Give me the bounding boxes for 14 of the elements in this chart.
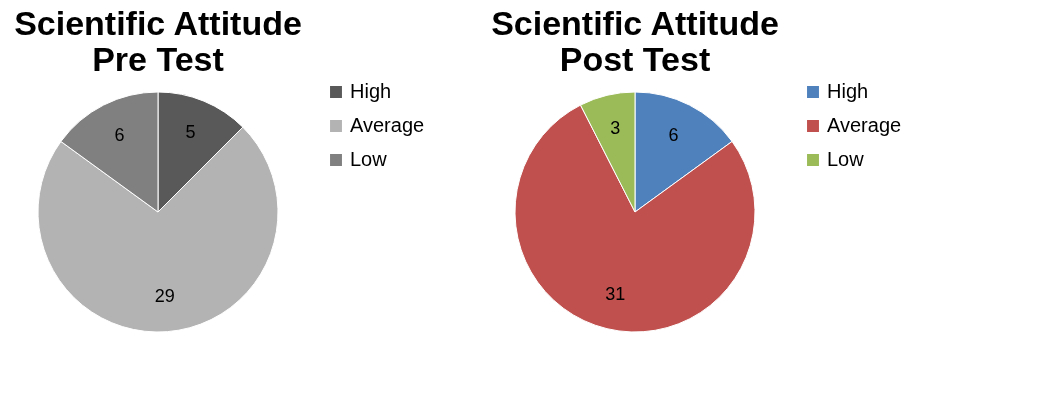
legend-label: Average [827, 114, 902, 136]
data-label: 6 [114, 125, 125, 146]
legend-label: Low [827, 148, 865, 170]
data-label: 6 [668, 125, 679, 146]
data-label: 29 [154, 285, 175, 306]
data-label: 5 [185, 122, 196, 143]
legend-label: Low [350, 148, 388, 170]
chart-title: Scientific Attitude Post Test [491, 4, 779, 78]
legend-label: Average [350, 114, 425, 136]
data-label: 3 [610, 118, 621, 139]
legend-label: High [350, 80, 392, 102]
data-label: 31 [605, 283, 626, 304]
legend-label: High [827, 80, 869, 102]
chart-title: Scientific Attitude Pre Test [14, 4, 302, 78]
